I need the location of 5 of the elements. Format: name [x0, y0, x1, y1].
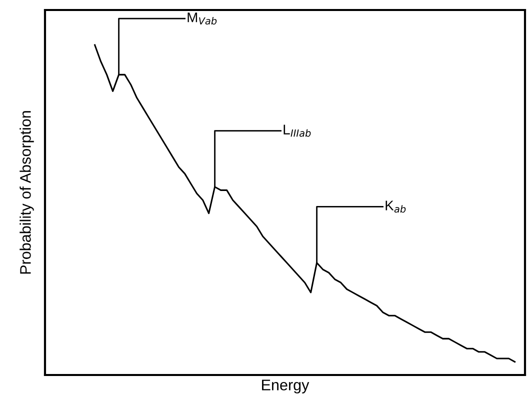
y-axis-title: Probability of Absorption: [20, 111, 34, 274]
x-axis-title: Energy: [262, 380, 310, 394]
annotation: L$_{IIIab}$: [284, 124, 311, 137]
annotation: K$_{ab}$: [386, 200, 406, 213]
text: M$_{Vab}$: [188, 12, 217, 25]
